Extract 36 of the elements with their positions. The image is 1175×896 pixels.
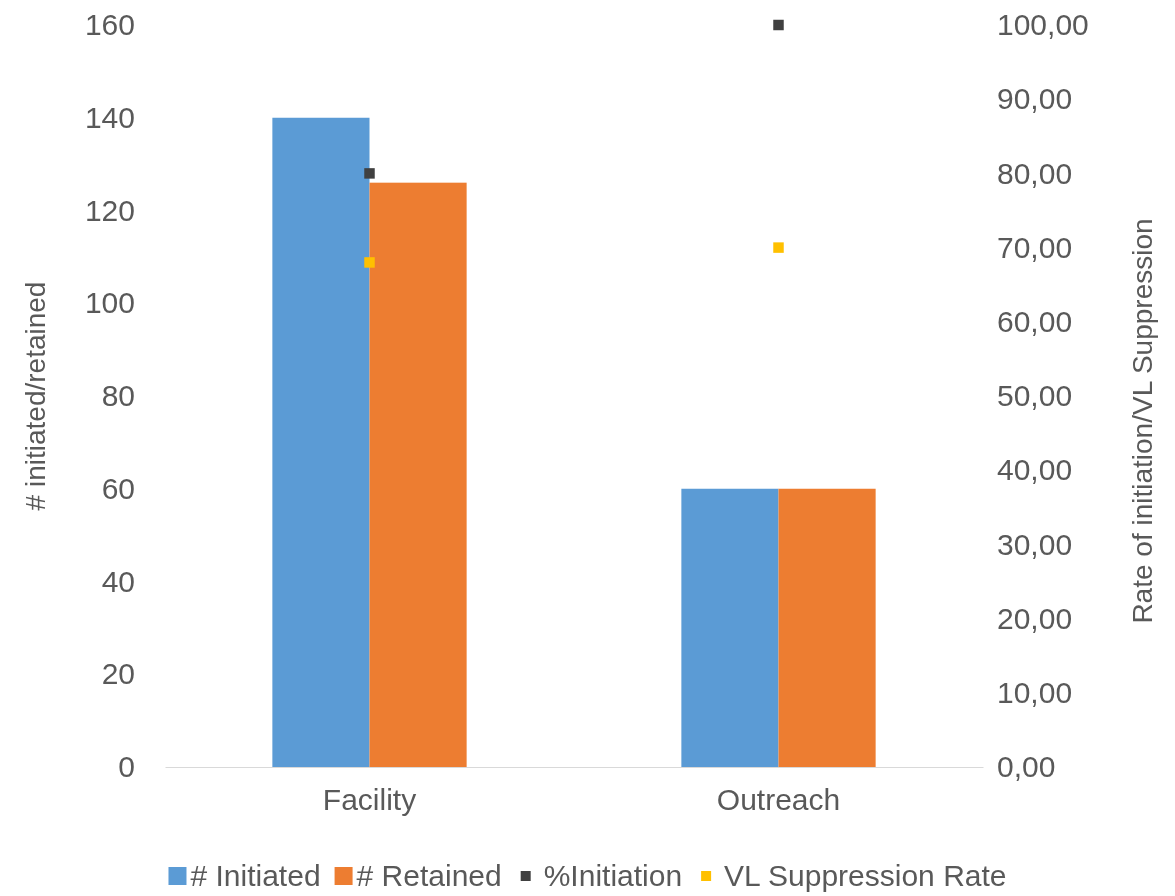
point (364, 257, 375, 268)
y2-tick-label: 30,00 (997, 527, 1073, 561)
bar (272, 117, 370, 767)
y2-tick-label: 40,00 (997, 453, 1073, 487)
x-tick-label: Facility (322, 783, 417, 817)
y2-axis-title: Rate of initiation/VL Suppression (1127, 218, 1158, 624)
y-tick-label: 0 (118, 750, 135, 784)
point (773, 242, 784, 253)
y2-tick-label: 70,00 (997, 230, 1073, 264)
point (773, 19, 784, 31)
y2-tick-label: 80,00 (997, 156, 1073, 190)
y-tick-label: 20 (101, 657, 135, 691)
y-tick-label: 120 (84, 193, 135, 227)
legend-label: VL Suppression Rate (724, 859, 1007, 892)
y2-tick-label: 10,00 (997, 675, 1073, 709)
y2-tick-label: 90,00 (997, 82, 1073, 116)
y-tick-label: 100 (84, 286, 135, 320)
legend-label: %Initiation (543, 859, 683, 892)
y-tick-label: 160 (84, 8, 135, 42)
bar (778, 488, 876, 767)
y-tick-label: 80 (101, 379, 135, 413)
y2-tick-label: 60,00 (997, 304, 1073, 338)
y-tick-label: 60 (101, 471, 135, 505)
y2-tick-label: 0,00 (997, 750, 1056, 784)
y-axis-title: # initiated/retained (20, 281, 51, 511)
bar (369, 182, 467, 767)
y2-tick-label: 100,00 (997, 8, 1089, 42)
y-tick-label: 140 (84, 100, 135, 134)
y-tick-label: 40 (101, 564, 135, 598)
y2-tick-label: 20,00 (997, 601, 1073, 635)
legend-label: # Initiated (190, 859, 321, 892)
y2-tick-label: 50,00 (997, 379, 1073, 413)
x-tick-label: Outreach (716, 783, 841, 817)
legend-label: # Retained (356, 859, 502, 892)
bar (681, 488, 779, 767)
point (364, 168, 375, 179)
